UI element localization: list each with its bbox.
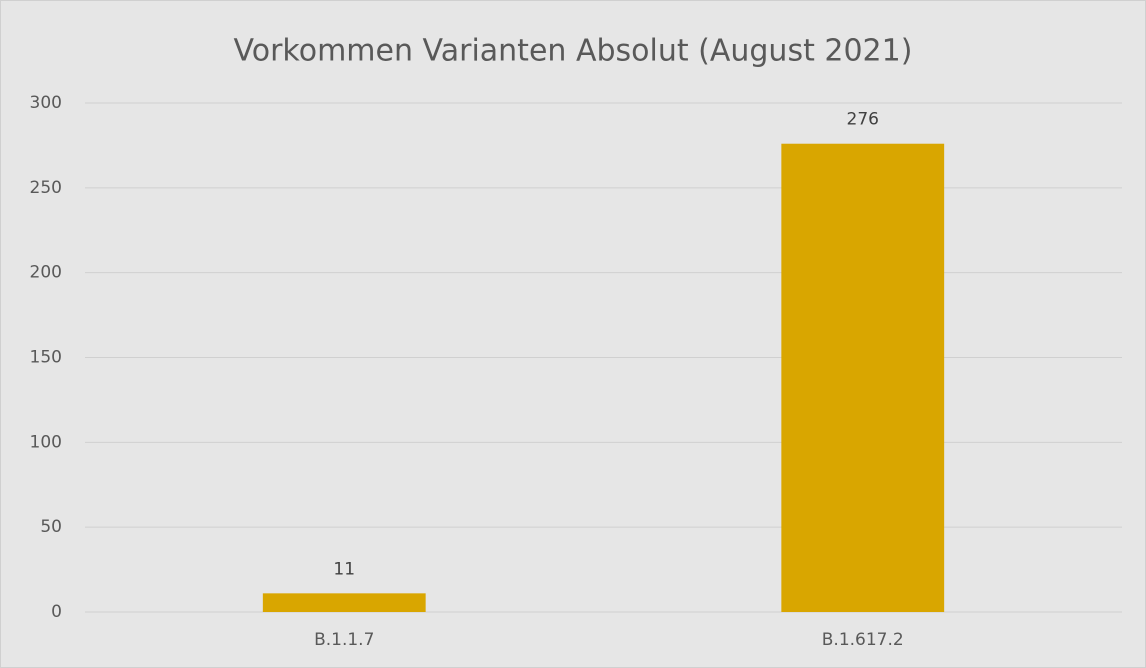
y-tick-label: 150: [30, 348, 62, 368]
y-tick-label: 250: [30, 178, 62, 198]
y-tick-label: 50: [40, 517, 62, 537]
y-tick-label: 100: [30, 432, 62, 452]
chart-title: Vorkommen Varianten Absolut (August 2021…: [234, 34, 913, 69]
x-tick-label: B.1.1.7: [314, 630, 374, 650]
bar: [781, 143, 945, 612]
data-label: 276: [847, 110, 879, 130]
data-label: 11: [333, 559, 355, 579]
bar: [262, 593, 426, 612]
y-tick-label: 200: [30, 263, 62, 283]
y-tick-label: 0: [51, 602, 62, 622]
y-tick-label: 300: [30, 93, 62, 113]
x-tick-label: B.1.617.2: [822, 630, 904, 650]
